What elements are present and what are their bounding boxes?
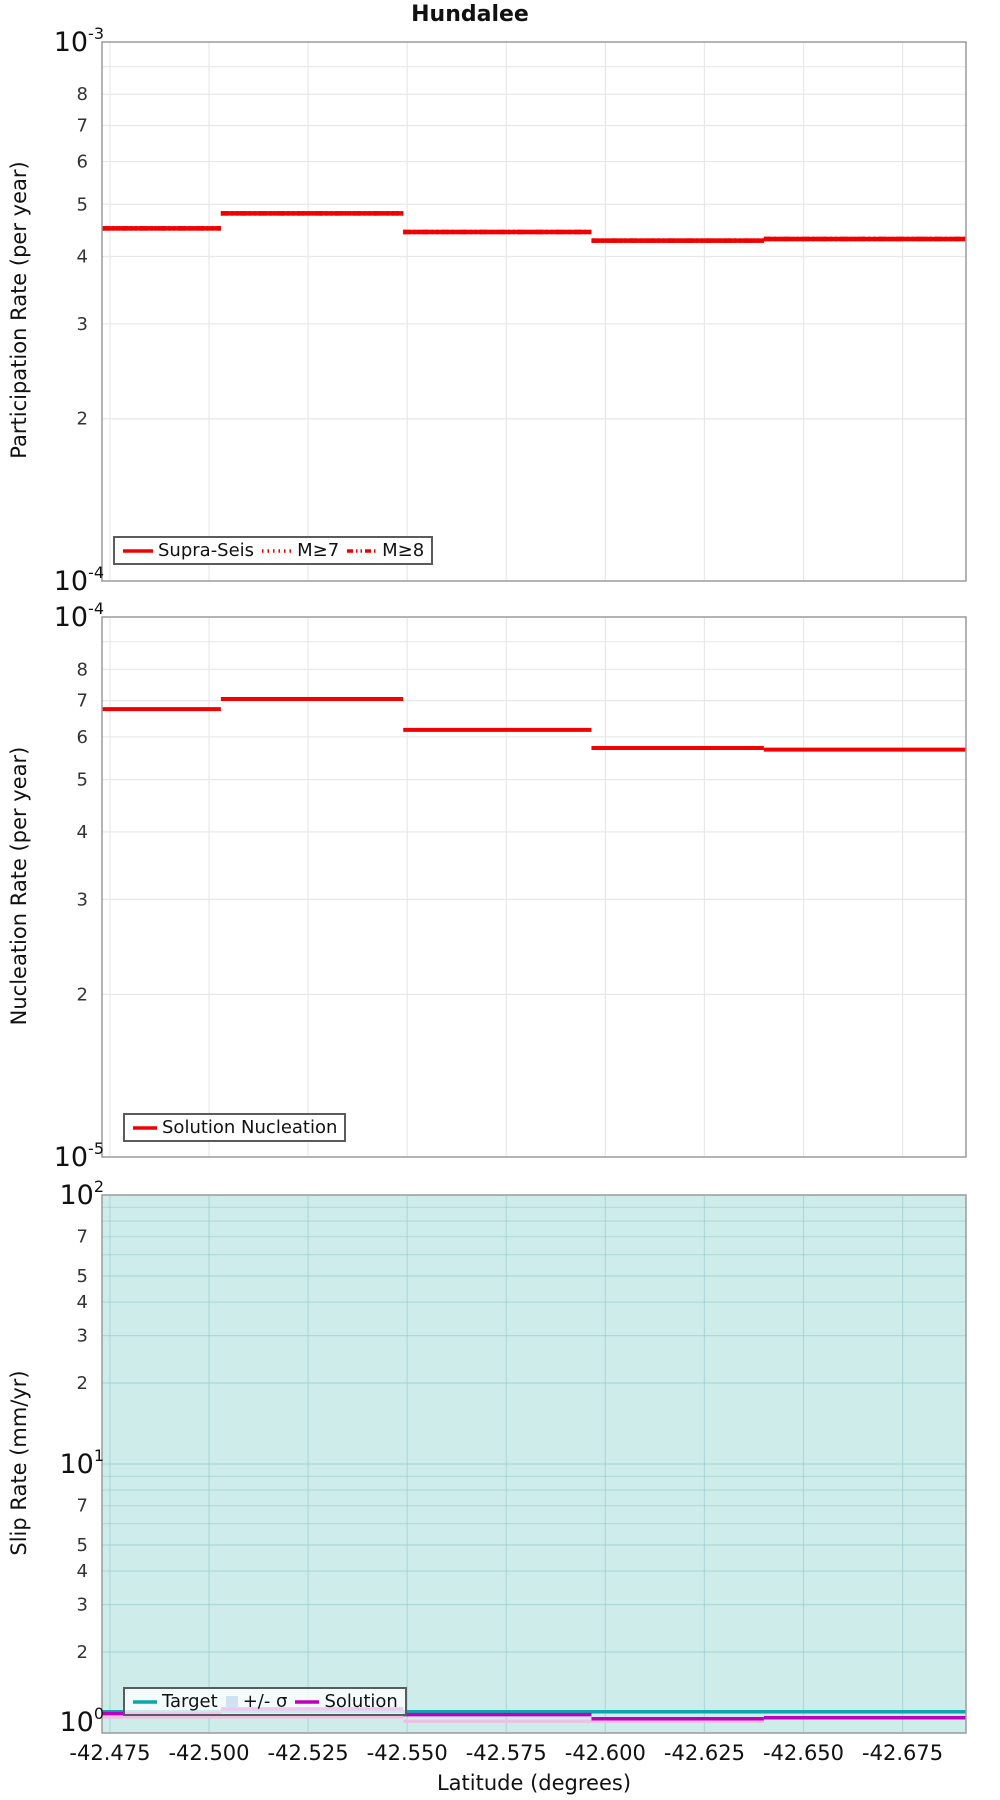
y-minor-tick-label: 3	[77, 314, 88, 335]
y-minor-tick-label: 7	[77, 1496, 88, 1517]
supra-seis-line-swatch	[123, 548, 153, 553]
y-major-tick-label: 10-3	[54, 24, 104, 58]
panel-1-border	[101, 41, 967, 582]
solution-line-swatch	[295, 1699, 320, 1704]
y-minor-tick-label: 4	[77, 1292, 88, 1313]
legend-item-supra-seis: Supra-Seis	[122, 540, 254, 561]
y-minor-tick-label: 2	[77, 1642, 88, 1663]
x-tick-label: -42.625	[664, 1741, 745, 1765]
legend-label: Supra-Seis	[158, 540, 255, 561]
x-tick-label: -42.475	[69, 1741, 150, 1765]
legend-label: Solution	[324, 1691, 398, 1712]
legend-item-m8: M≥8	[346, 540, 424, 561]
panel-2-plot: 10-4 10-5 8 7 6 5 4 3 2	[54, 599, 967, 1173]
y-major-tick-label: 100	[59, 1704, 104, 1738]
m8-dashdot-line-swatch	[347, 548, 378, 553]
y-major-tick-label: 10-5	[54, 1139, 104, 1173]
legend-item-m7: M≥7	[261, 540, 339, 561]
y-minor-tick-label: 4	[77, 246, 88, 267]
y-minor-tick-label: 2	[77, 409, 88, 430]
legend-label: +/- σ	[242, 1691, 288, 1712]
x-tick-label: -42.600	[565, 1741, 646, 1765]
participation-legend: Supra-Seis M≥7 M≥8	[113, 536, 434, 565]
solution-nucleation-line-swatch	[133, 1125, 157, 1130]
y-minor-tick-label: 2	[77, 1373, 88, 1394]
y-minor-tick-label: 3	[77, 1326, 88, 1347]
y-minor-tick-label: 3	[77, 1595, 88, 1616]
y-major-tick-label: 101	[59, 1446, 104, 1480]
nucleation-legend: Solution Nucleation	[123, 1113, 347, 1142]
y-minor-tick-label: 7	[77, 1227, 88, 1248]
y-axis-label-participation: Participation Rate (per year)	[7, 161, 31, 459]
y-axis-label-sliprate: Slip Rate (mm/yr)	[7, 1370, 31, 1556]
x-tick-label: -42.500	[168, 1741, 249, 1765]
y-major-tick-label: 102	[59, 1177, 104, 1211]
y-minor-tick-label: 5	[77, 1535, 88, 1556]
sliprate-legend: Target +/- σ Solution	[123, 1687, 407, 1716]
legend-item-solution-nucleation: Solution Nucleation	[132, 1117, 337, 1138]
y-minor-tick-label: 3	[77, 889, 88, 910]
y-major-tick-label: 10-4	[54, 599, 104, 633]
x-tick-label: -42.675	[862, 1741, 943, 1765]
y-minor-tick-label: 5	[77, 1266, 88, 1287]
x-tick-label: -42.650	[763, 1741, 844, 1765]
x-tick-label: -42.575	[466, 1741, 547, 1765]
x-axis-tick-labels: -42.475 -42.500 -42.525 -42.550 -42.575 -42.6…	[69, 1741, 943, 1765]
panel-3-border	[101, 1194, 967, 1734]
x-axis-label: Latitude (degrees)	[436, 1771, 632, 1795]
x-tick-label: -42.525	[268, 1741, 349, 1765]
legend-item-target: Target	[132, 1691, 218, 1712]
legend-label: M≥8	[382, 540, 425, 561]
y-minor-tick-label: 8	[77, 659, 88, 680]
panel-2-border	[101, 616, 967, 1158]
legend-label: M≥7	[297, 540, 340, 561]
y-minor-tick-label: 2	[77, 984, 88, 1005]
panel-1-plot: 10-3 10-4 8 7 6 5 4 3 2	[54, 24, 967, 597]
target-line-swatch	[133, 1699, 157, 1704]
y-minor-tick-label: 6	[77, 152, 88, 173]
y-minor-tick-label: 7	[77, 691, 88, 712]
y-minor-tick-label: 8	[77, 84, 88, 105]
sigma-band-fill	[102, 1195, 966, 1733]
y-major-tick-label: 10-4	[54, 563, 104, 597]
y-minor-tick-label: 5	[77, 194, 88, 215]
y-minor-tick-label: 4	[77, 1561, 88, 1582]
chart-title: Hundalee	[411, 2, 529, 27]
sigma-band-patch-swatch	[225, 1695, 238, 1708]
y-minor-tick-label: 5	[77, 770, 88, 791]
m7-dotted-line-swatch	[262, 548, 293, 553]
legend-label: Target	[162, 1691, 218, 1712]
legend-label: Solution Nucleation	[162, 1117, 338, 1138]
legend-item-solution: Solution	[294, 1691, 398, 1712]
y-minor-tick-label: 7	[77, 115, 88, 136]
legend-item-sigma-band: +/- σ	[225, 1691, 288, 1712]
panel-3-plot: 102 101 100 7 5 4 3 2 7 5 4 3 2	[59, 1177, 967, 1738]
y-minor-tick-label: 6	[77, 727, 88, 748]
y-axis-label-nucleation: Nucleation Rate (per year)	[7, 746, 31, 1026]
x-tick-label: -42.550	[367, 1741, 448, 1765]
y-minor-tick-label: 4	[77, 822, 88, 843]
